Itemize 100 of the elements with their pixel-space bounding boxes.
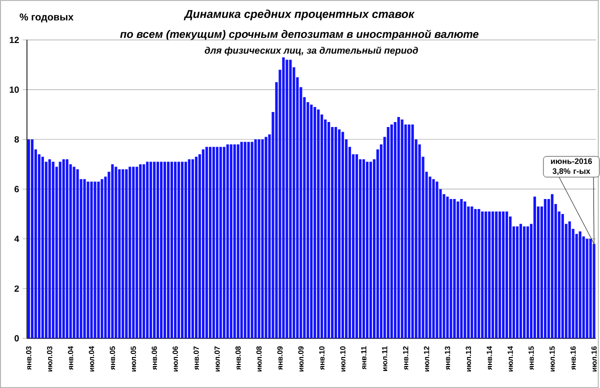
bar [522, 226, 526, 338]
bar [250, 142, 254, 338]
y-tick-label: 12 [10, 36, 19, 43]
annotation: для физических лиц, за длительный период [204, 46, 418, 56]
bar [219, 146, 222, 338]
bar [369, 162, 372, 338]
bar [470, 206, 474, 338]
bar [111, 164, 114, 338]
bar [139, 164, 142, 338]
bar [334, 126, 338, 338]
bar [446, 196, 449, 338]
bar [30, 139, 34, 338]
bar [492, 211, 494, 338]
bar [122, 169, 124, 338]
bar [240, 142, 243, 338]
bar [180, 162, 184, 338]
bar [132, 166, 135, 338]
bar [400, 119, 404, 338]
bar [114, 166, 118, 338]
bar [146, 162, 149, 338]
bar [453, 198, 456, 338]
bar [142, 164, 146, 338]
bar [484, 211, 488, 338]
bar [125, 169, 128, 338]
bar [355, 154, 358, 338]
bar [205, 146, 208, 338]
bar [456, 201, 460, 338]
bar [97, 182, 100, 338]
bar [258, 139, 260, 338]
bar [230, 144, 232, 338]
bar [495, 211, 498, 338]
y-tick-label: 0 [14, 335, 19, 342]
bar [188, 159, 191, 338]
bar [208, 146, 212, 338]
bar [216, 146, 218, 338]
bar [544, 198, 546, 338]
bar [164, 162, 166, 338]
bar [72, 166, 76, 338]
y-tick-label: 6 [14, 186, 19, 192]
bar [488, 211, 491, 338]
bar [578, 231, 582, 338]
bar [526, 226, 530, 338]
bar [244, 142, 246, 338]
bar [94, 182, 96, 338]
y-tick-label: 8 [14, 136, 19, 142]
bar [194, 156, 198, 338]
bar [62, 159, 65, 338]
bar [236, 144, 240, 338]
bar [153, 162, 156, 338]
bar [166, 162, 170, 338]
bar [519, 224, 522, 338]
bar [317, 109, 320, 338]
bar [286, 60, 288, 338]
bar [100, 179, 104, 338]
bar [90, 182, 93, 338]
y-tick-label: 2 [14, 285, 19, 292]
bar [474, 208, 477, 338]
bar [464, 201, 466, 338]
bar [66, 159, 68, 338]
bar [502, 211, 505, 338]
bar [222, 146, 226, 338]
bar [586, 238, 588, 338]
bar [460, 198, 463, 338]
bar [136, 166, 138, 338]
bar [397, 116, 400, 338]
bar [76, 169, 79, 338]
bar [498, 211, 502, 338]
y-axis-title: % годовых [20, 13, 74, 22]
bar [450, 198, 452, 338]
bar [436, 182, 438, 338]
bar [408, 124, 410, 338]
bar [226, 144, 229, 338]
bar [481, 211, 484, 338]
bar [341, 132, 344, 338]
bar [589, 238, 592, 338]
bar [233, 144, 236, 338]
bar [366, 162, 369, 338]
bar [247, 142, 250, 338]
bar [58, 162, 62, 338]
bar [212, 146, 215, 338]
bar [282, 57, 285, 338]
chart-title: Динамика средних процентных ставок [184, 10, 415, 20]
bar [261, 139, 264, 338]
bar [202, 149, 204, 338]
bar [310, 104, 313, 338]
bar [156, 162, 160, 338]
bar [160, 162, 163, 338]
bar [48, 159, 51, 338]
bar [191, 159, 194, 338]
bar [118, 169, 121, 338]
bar [86, 182, 90, 338]
bar [390, 124, 393, 338]
bar [411, 124, 414, 338]
bar [289, 60, 292, 338]
bar [362, 159, 366, 338]
bar [533, 196, 536, 338]
bar [328, 122, 330, 338]
bar [568, 221, 571, 338]
bar [52, 162, 54, 338]
bar [561, 214, 564, 338]
